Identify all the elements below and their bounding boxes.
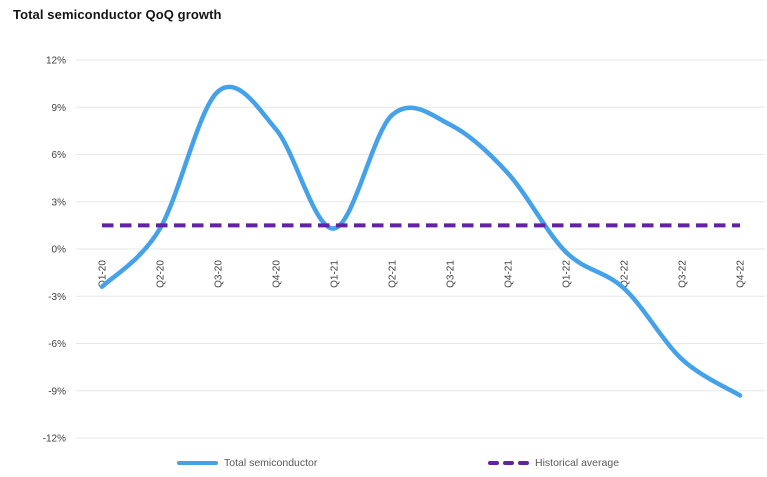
x-tick-label: Q1-20: [98, 260, 109, 288]
x-tick-label: Q3-20: [214, 260, 225, 288]
legend-label-historical-average: Historical average: [535, 457, 620, 469]
x-tick-label: Q2-21: [388, 260, 399, 288]
x-tick-label: Q2-20: [156, 260, 167, 288]
x-tick-label: Q1-21: [330, 260, 341, 288]
y-tick-label: 0%: [52, 245, 67, 256]
legend-label-total-semiconductor: Total semiconductor: [224, 457, 318, 469]
x-tick-label: Q2-22: [620, 260, 631, 288]
y-tick-label: -6%: [48, 339, 66, 350]
y-tick-label: 3%: [52, 197, 67, 208]
chart-title: Total semiconductor QoQ growth: [13, 7, 222, 22]
y-tick-label: -3%: [48, 292, 66, 303]
x-tick-label: Q4-20: [272, 260, 283, 288]
series-line-total-semiconductor: [99, 84, 743, 398]
y-tick-label: 9%: [52, 103, 67, 114]
x-tick-label: Q4-21: [504, 260, 515, 288]
y-tick-label: -9%: [48, 386, 66, 397]
legend-item-total-semiconductor: Total semiconductor: [177, 455, 317, 471]
x-tick-label: Q4-22: [736, 260, 747, 288]
y-tick-label: 12%: [46, 56, 66, 67]
x-tick-label: Q3-22: [678, 260, 689, 288]
x-tick-label: Q1-22: [562, 260, 573, 288]
dashed-line-swatch-icon: [488, 461, 529, 465]
y-tick-label: -12%: [43, 434, 66, 445]
legend: Total semiconductor Historical average: [0, 455, 767, 471]
legend-item-historical-average: Historical average: [488, 455, 619, 471]
x-tick-label: Q3-21: [446, 260, 457, 288]
y-tick-label: 6%: [52, 150, 67, 161]
line-swatch-icon: [177, 460, 218, 466]
